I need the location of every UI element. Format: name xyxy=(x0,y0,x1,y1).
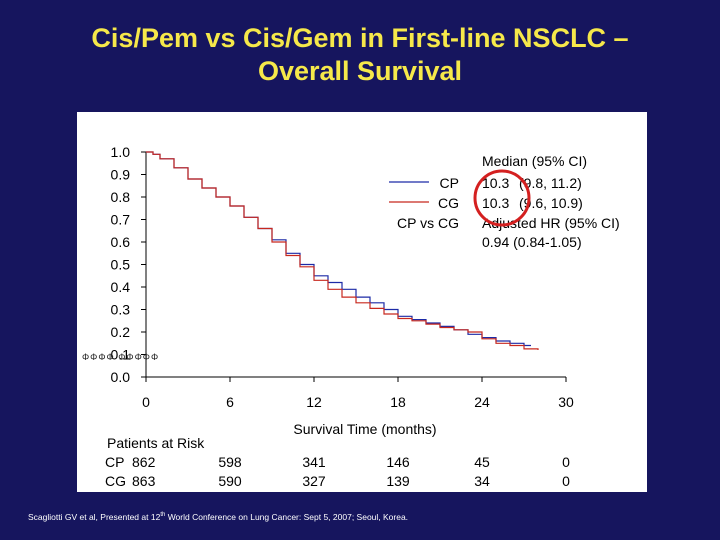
x-tick-label: 24 xyxy=(474,394,490,410)
risk-value: 0 xyxy=(562,454,570,470)
risk-value: 146 xyxy=(386,454,410,470)
legend-median: 10.3 xyxy=(482,175,509,191)
legend-median: 10.3 xyxy=(482,195,509,211)
risk-value: 327 xyxy=(302,473,326,489)
x-axis-title: Survival Time (months) xyxy=(293,421,436,437)
y-tick-label: 0.3 xyxy=(111,302,131,318)
y-tick-label: 0.6 xyxy=(111,234,131,250)
citation-superscript: th xyxy=(160,512,166,519)
y-tick-label: 0.2 xyxy=(111,324,131,340)
citation: Scagliotti GV et al, Presented at 12th W… xyxy=(28,512,408,522)
kaplan-meier-chart: 1.0 0.9 0.8 0.7 0.6 0.5 0.4 0.3 0.2 0.1 0.0 0 6 12 18… xyxy=(82,144,620,489)
citation-suffix: World Conference on Lung Cancer: Sept 5,… xyxy=(165,512,409,522)
y-tick-label: 0.5 xyxy=(111,257,131,273)
legend-label: CP xyxy=(440,175,459,191)
x-tick-label: 12 xyxy=(306,394,322,410)
risk-value: 590 xyxy=(218,473,242,489)
artifact-text: ΦΦΦΦ ΦΦΦΦΦ xyxy=(82,352,159,362)
risk-value: 0 xyxy=(562,473,570,489)
x-tick-label: 18 xyxy=(390,394,406,410)
x-tick-label: 6 xyxy=(226,394,234,410)
patients-at-risk-table: Patients at Risk CP 862 598 341 146 45 0 CG 863 59… xyxy=(105,435,570,489)
survival-curve-cp xyxy=(146,151,531,347)
risk-value: 862 xyxy=(132,454,156,470)
survival-figure: 1.0 0.9 0.8 0.7 0.6 0.5 0.4 0.3 0.2 0.1 0.0 0 6 12 18… xyxy=(77,112,647,492)
x-axis: 0 6 12 18 24 30 Survival Time (months) xyxy=(142,376,574,437)
y-tick-label: 0.1 xyxy=(111,347,131,363)
slide-title-line-2: Overall Survival xyxy=(257,56,463,86)
slide-title-line-1: Cis/Pem vs Cis/Gem in First-line NSCLC – xyxy=(91,23,629,53)
risk-row-label: CP xyxy=(105,454,124,470)
y-tick-label: 0.9 xyxy=(111,167,131,183)
y-tick-label: 0.0 xyxy=(111,369,131,385)
legend-label: CG xyxy=(438,195,459,211)
slide-title: Cis/Pem vs Cis/Gem in First-line NSCLC –… xyxy=(0,22,720,88)
risk-value: 598 xyxy=(218,454,242,470)
survival-curves xyxy=(146,151,539,350)
y-tick-label: 0.4 xyxy=(111,279,131,295)
x-tick-label: 0 xyxy=(142,394,150,410)
risk-value: 34 xyxy=(474,473,490,489)
highlight-circle xyxy=(473,169,531,227)
risk-value: 45 xyxy=(474,454,490,470)
x-tick-label: 30 xyxy=(558,394,574,410)
y-tick-label: 0.8 xyxy=(111,189,131,205)
legend-ci: (9.8, 11.2) xyxy=(519,175,582,191)
risk-value: 863 xyxy=(132,473,156,489)
patients-at-risk-title: Patients at Risk xyxy=(107,435,205,451)
y-axis: 1.0 0.9 0.8 0.7 0.6 0.5 0.4 0.3 0.2 0.1 0.0 xyxy=(111,144,147,385)
legend-ci: (9.6, 10.9) xyxy=(519,195,583,211)
y-tick-label: 0.7 xyxy=(111,212,131,228)
risk-value: 139 xyxy=(386,473,410,489)
y-tick-label: 1.0 xyxy=(111,144,131,160)
survival-curve-cg xyxy=(146,151,539,350)
legend-hr-header: Adjusted HR (95% CI) xyxy=(482,215,620,231)
citation-prefix: Scagliotti GV et al, Presented at 12 xyxy=(28,512,161,522)
legend-hr-label: CP vs CG xyxy=(397,215,459,231)
scan-artifact: ΦΦΦΦ ΦΦΦΦΦ xyxy=(82,352,159,362)
chart-legend: Median (95% CI) CP 10.3 (9.8, 11.2) CG 10.3 (9… xyxy=(389,153,620,250)
risk-value: 341 xyxy=(302,454,326,470)
legend-header: Median (95% CI) xyxy=(482,153,587,169)
legend-hr-value: 0.94 (0.84-1.05) xyxy=(482,234,582,250)
risk-row-label: CG xyxy=(105,473,126,489)
